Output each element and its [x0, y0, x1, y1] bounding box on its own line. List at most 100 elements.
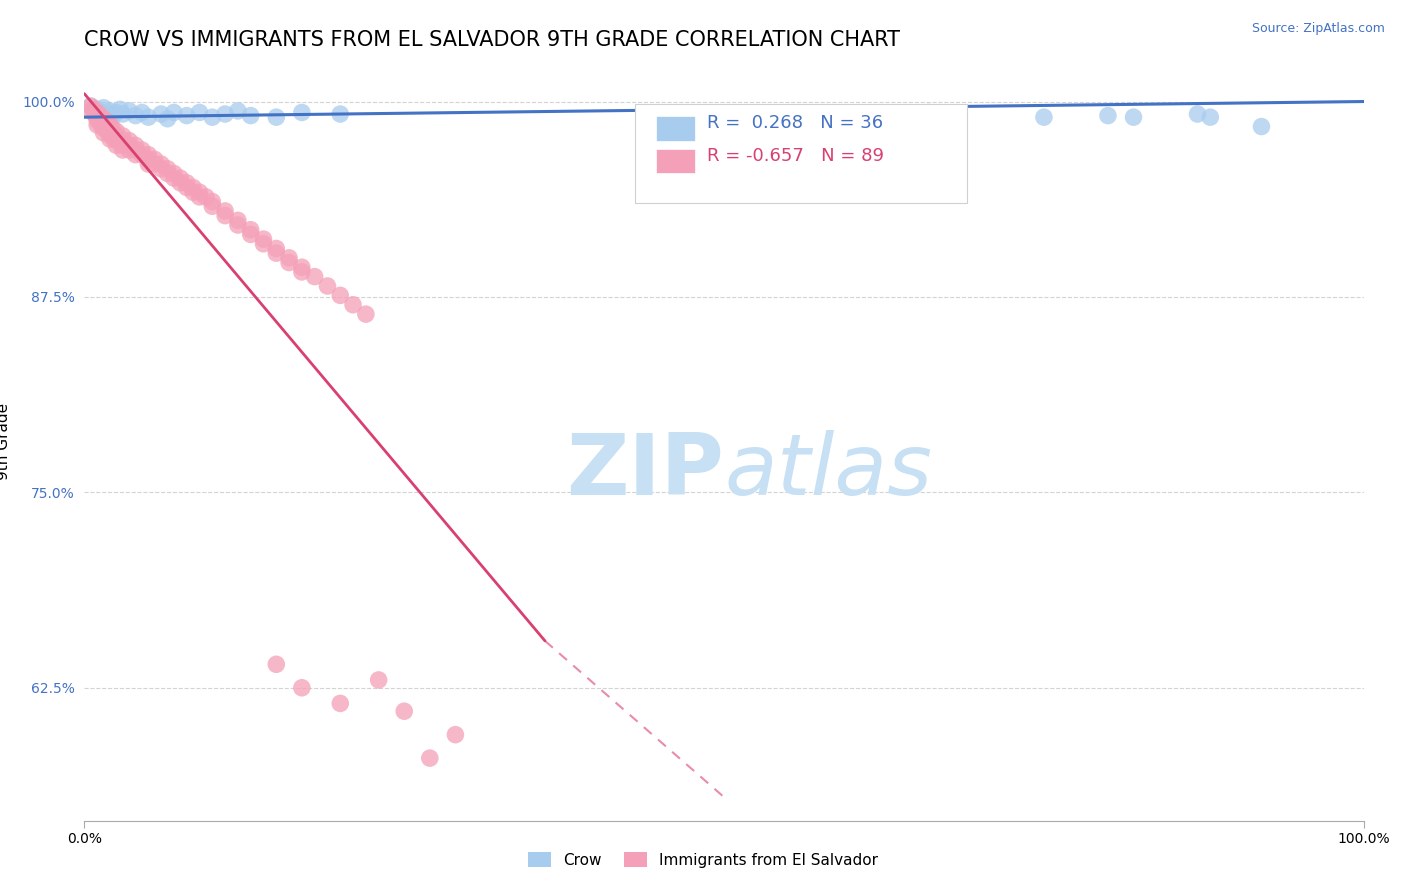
Point: [194, 190, 217, 204]
Point: [101, 130, 124, 145]
Point: [291, 260, 314, 275]
Point: [86, 110, 108, 124]
Point: [96, 115, 118, 129]
Point: [866, 109, 889, 123]
Point: [264, 110, 288, 124]
Point: [188, 105, 211, 120]
Point: [105, 138, 128, 153]
Point: [131, 147, 153, 161]
Point: [214, 209, 236, 223]
Point: [98, 128, 121, 142]
Point: [93, 121, 115, 136]
Point: [150, 161, 173, 176]
Point: [150, 157, 173, 171]
Point: [252, 232, 274, 246]
Point: [124, 147, 146, 161]
Point: [124, 143, 146, 157]
Point: [93, 116, 115, 130]
Point: [124, 109, 146, 123]
Point: [354, 307, 377, 321]
Point: [118, 103, 141, 118]
Point: [101, 121, 124, 136]
Point: [118, 134, 141, 148]
Point: [111, 107, 134, 121]
Point: [105, 134, 128, 148]
Y-axis label: 9th Grade: 9th Grade: [0, 403, 11, 480]
Point: [124, 138, 146, 153]
Point: [156, 112, 179, 126]
Point: [93, 112, 115, 126]
Point: [98, 118, 121, 132]
Point: [86, 118, 108, 132]
Point: [163, 166, 186, 180]
Point: [101, 126, 124, 140]
Point: [108, 103, 131, 117]
Point: [82, 103, 104, 117]
Text: R = -0.657   N = 89: R = -0.657 N = 89: [707, 147, 884, 165]
Point: [329, 697, 352, 711]
Point: [118, 138, 141, 153]
FancyBboxPatch shape: [657, 116, 695, 141]
Point: [252, 236, 274, 251]
Point: [138, 153, 160, 167]
Point: [918, 105, 941, 120]
Point: [89, 105, 111, 120]
Point: [329, 107, 352, 121]
FancyBboxPatch shape: [657, 149, 695, 173]
Point: [176, 176, 198, 190]
Point: [131, 143, 153, 157]
Point: [176, 109, 198, 123]
Point: [905, 109, 928, 123]
Point: [291, 265, 314, 279]
Point: [96, 120, 118, 134]
Point: [278, 251, 301, 265]
Point: [239, 223, 262, 237]
Point: [111, 138, 134, 153]
Point: [138, 110, 160, 124]
Point: [163, 171, 186, 186]
Point: [342, 298, 364, 312]
Point: [278, 255, 301, 269]
Point: [105, 105, 128, 120]
Point: [291, 681, 314, 695]
Point: [96, 109, 118, 123]
Point: [86, 113, 108, 128]
Point: [264, 242, 288, 256]
Text: R =  0.268   N = 36: R = 0.268 N = 36: [707, 114, 883, 132]
Point: [264, 657, 288, 672]
Point: [181, 185, 204, 199]
Point: [419, 751, 441, 765]
Point: [1097, 109, 1119, 123]
Point: [226, 218, 249, 232]
FancyBboxPatch shape: [634, 104, 967, 202]
Point: [83, 107, 105, 121]
Point: [214, 203, 236, 218]
Point: [226, 103, 249, 118]
Point: [90, 113, 112, 128]
Point: [89, 109, 111, 123]
Point: [1032, 110, 1054, 124]
Point: [86, 105, 108, 120]
Point: [329, 288, 352, 302]
Point: [201, 110, 224, 124]
Point: [214, 107, 236, 121]
Point: [83, 103, 105, 118]
Point: [176, 180, 198, 194]
Point: [156, 166, 179, 180]
Point: [111, 134, 134, 148]
Point: [131, 105, 153, 120]
Point: [105, 128, 128, 143]
Point: [150, 107, 173, 121]
Text: atlas: atlas: [724, 430, 932, 514]
Point: [138, 157, 160, 171]
Point: [367, 673, 389, 687]
Point: [111, 128, 134, 143]
Point: [111, 143, 134, 157]
Point: [394, 704, 416, 718]
Point: [169, 171, 191, 186]
Point: [1187, 107, 1209, 121]
Point: [96, 124, 118, 138]
Point: [163, 105, 186, 120]
Point: [304, 269, 326, 284]
Point: [226, 213, 249, 227]
